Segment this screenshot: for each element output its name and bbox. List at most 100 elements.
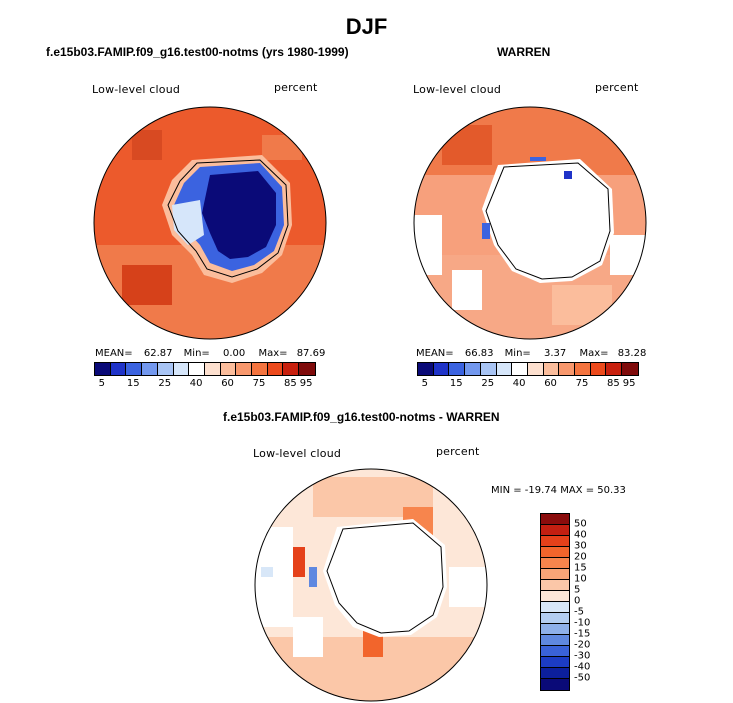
panel3-variable-label: Low-level cloud <box>253 447 342 460</box>
colorbar-tick-label: 10 <box>574 573 587 585</box>
colorbar-tick-label: 40 <box>512 378 526 389</box>
colorbar-swatch <box>252 363 268 375</box>
colorbar-tick-label: -50 <box>574 672 591 684</box>
panel1-mean-label: MEAN= <box>95 348 133 359</box>
colorbar-tick-label: 60 <box>544 378 557 389</box>
colorbar-swatch <box>541 613 569 624</box>
colorbar-swatch <box>299 363 315 375</box>
colorbar-swatch <box>189 363 205 375</box>
colorbar-tick-label: 5 <box>98 378 106 389</box>
colorbar-tick-label: 95 <box>299 378 313 389</box>
colorbar-swatch <box>283 363 300 375</box>
panel2-max-value: 83.28 <box>617 348 647 359</box>
panel2-mean-value: 66.83 <box>464 348 494 359</box>
panel2-units-label: percent <box>595 81 639 94</box>
colorbar-tick-label: -30 <box>574 650 591 662</box>
panel1-coastline <box>167 159 289 278</box>
colorbar-swatch <box>527 363 544 375</box>
colorbar-tick-label: 0 <box>574 595 581 607</box>
colorbar-swatch <box>541 547 569 558</box>
colorbar-swatch <box>541 591 569 602</box>
colorbar-tick-label: 75 <box>575 378 589 389</box>
colorbar-swatch <box>267 363 284 375</box>
panel1-variable-label: Low-level cloud <box>92 83 181 96</box>
colorbar-tick-label: -10 <box>574 617 591 629</box>
colorbar-swatch <box>541 569 569 580</box>
colorbar-swatch <box>541 558 569 569</box>
panel2-polar-map <box>413 106 647 340</box>
panel1-units-label: percent <box>274 81 318 94</box>
colorbar-swatch <box>575 363 591 375</box>
panel3-coastline <box>326 522 444 634</box>
panel2-min-value: 3.37 <box>543 348 567 359</box>
colorbar-tick-label: 50 <box>574 518 587 530</box>
panel1-max-value: 87.69 <box>296 348 326 359</box>
panel3-colorbar <box>540 513 570 691</box>
colorbar-tick-label: -5 <box>574 606 584 618</box>
panel2-mean-label: MEAN= <box>416 348 454 359</box>
colorbar-swatch <box>541 602 569 613</box>
colorbar-swatch <box>142 363 158 375</box>
colorbar-swatch <box>541 580 569 591</box>
panel1-max-label: Max= <box>258 348 288 359</box>
colorbar-tick-label: 25 <box>481 378 495 389</box>
colorbar-tick-label: 85 <box>284 378 297 389</box>
colorbar-swatch <box>541 624 569 635</box>
colorbar-swatch <box>606 363 623 375</box>
panel3-colorbar-ticks: 50 40 30 20 15 10 5 0 -5 -10 -15 -20 -30 -40 -50 <box>574 513 604 691</box>
colorbar-swatch <box>541 525 569 536</box>
colorbar-swatch <box>541 657 569 668</box>
colorbar-swatch <box>449 363 466 375</box>
colorbar-tick-label: 60 <box>221 378 234 389</box>
colorbar-tick-label: 30 <box>574 540 587 552</box>
colorbar-swatch <box>465 363 481 375</box>
colorbar-tick-label: 15 <box>574 562 587 574</box>
plot-title: DJF <box>345 14 388 39</box>
colorbar-swatch <box>157 363 174 375</box>
colorbar-tick-label: 95 <box>622 378 636 389</box>
colorbar-swatch <box>541 646 569 657</box>
colorbar-swatch <box>480 363 497 375</box>
panel3-units-label: percent <box>436 445 480 458</box>
panel1-min-label: Min= <box>183 348 210 359</box>
panel1-min-value: 0.00 <box>222 348 246 359</box>
panel1-header: f.e15b03.FAMIP.f09_g16.test00-notms (yrs… <box>46 45 349 59</box>
panel1-colorbar-ticks: 5 15 25 40 60 75 85 95 <box>94 378 314 390</box>
colorbar-tick-label: 40 <box>574 529 587 541</box>
colorbar-swatch <box>541 635 569 646</box>
colorbar-tick-label: 85 <box>607 378 620 389</box>
colorbar-swatch <box>541 536 569 547</box>
colorbar-tick-label: -20 <box>574 639 591 651</box>
colorbar-swatch <box>622 363 638 375</box>
colorbar-tick-label: -15 <box>574 628 591 640</box>
colorbar-swatch <box>204 363 221 375</box>
panel2-variable-label: Low-level cloud <box>413 83 502 96</box>
panel3-header: f.e15b03.FAMIP.f09_g16.test00-notms - WA… <box>223 410 500 424</box>
panel2-min-label: Min= <box>504 348 531 359</box>
panel2-coastline <box>485 162 611 280</box>
colorbar-swatch <box>541 679 569 690</box>
colorbar-tick-label: 15 <box>126 378 140 389</box>
colorbar-swatch <box>95 363 111 375</box>
colorbar-tick-label: 20 <box>574 551 587 563</box>
colorbar-swatch <box>433 363 450 375</box>
colorbar-swatch <box>543 363 560 375</box>
panel2-colorbar-ticks: 5 15 25 40 60 75 85 95 <box>417 378 637 390</box>
panel1-stats: MEAN= 62.87 Min= 0.00 Max= 87.69 <box>95 348 325 359</box>
panel2-colorbar <box>417 362 639 376</box>
colorbar-swatch <box>236 363 253 375</box>
colorbar-tick-label: -40 <box>574 661 591 673</box>
colorbar-swatch <box>173 363 190 375</box>
colorbar-swatch <box>559 363 576 375</box>
colorbar-swatch <box>512 363 528 375</box>
panel3-minmax: MIN = -19.74 MAX = 50.33 <box>491 485 626 496</box>
colorbar-tick-label: 25 <box>158 378 172 389</box>
panel2-header: WARREN <box>497 45 551 59</box>
panel1-polar-map <box>93 106 327 340</box>
colorbar-swatch <box>541 668 569 679</box>
panel1-mean-value: 62.87 <box>143 348 173 359</box>
colorbar-swatch <box>496 363 513 375</box>
panel2-max-label: Max= <box>579 348 609 359</box>
colorbar-swatch <box>541 514 569 525</box>
colorbar-tick-label: 5 <box>421 378 429 389</box>
